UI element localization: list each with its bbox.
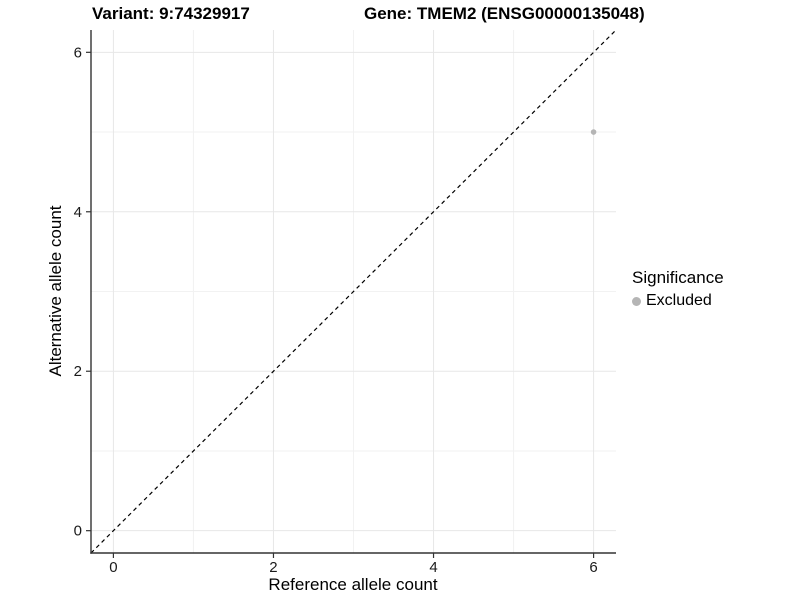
legend-title: Significance — [632, 268, 724, 287]
x-tick-label: 4 — [429, 559, 437, 576]
y-tick-label: 6 — [74, 44, 82, 61]
x-axis-title: Reference allele count — [268, 575, 438, 594]
data-point — [590, 129, 597, 135]
plot-title-variant: Variant: 9:74329917 — [92, 4, 250, 23]
x-tick-label: 2 — [269, 559, 277, 576]
plot-title-gene: Gene: TMEM2 (ENSG00000135048) — [364, 4, 645, 23]
identity-dashed-line — [90, 29, 617, 554]
x-tick-label: 6 — [589, 559, 597, 576]
legend-point-icon — [632, 296, 641, 306]
legend-item-excluded: Excluded — [632, 291, 724, 311]
y-tick-label: 2 — [74, 363, 82, 380]
legend-item-label: Excluded — [646, 292, 712, 309]
x-tick-label: 0 — [109, 559, 117, 576]
y-tick-label: 0 — [74, 523, 82, 540]
legend: Significance Excluded — [632, 267, 724, 311]
y-tick-label: 4 — [74, 204, 82, 221]
y-axis-title: Alternative allele count — [46, 205, 65, 377]
